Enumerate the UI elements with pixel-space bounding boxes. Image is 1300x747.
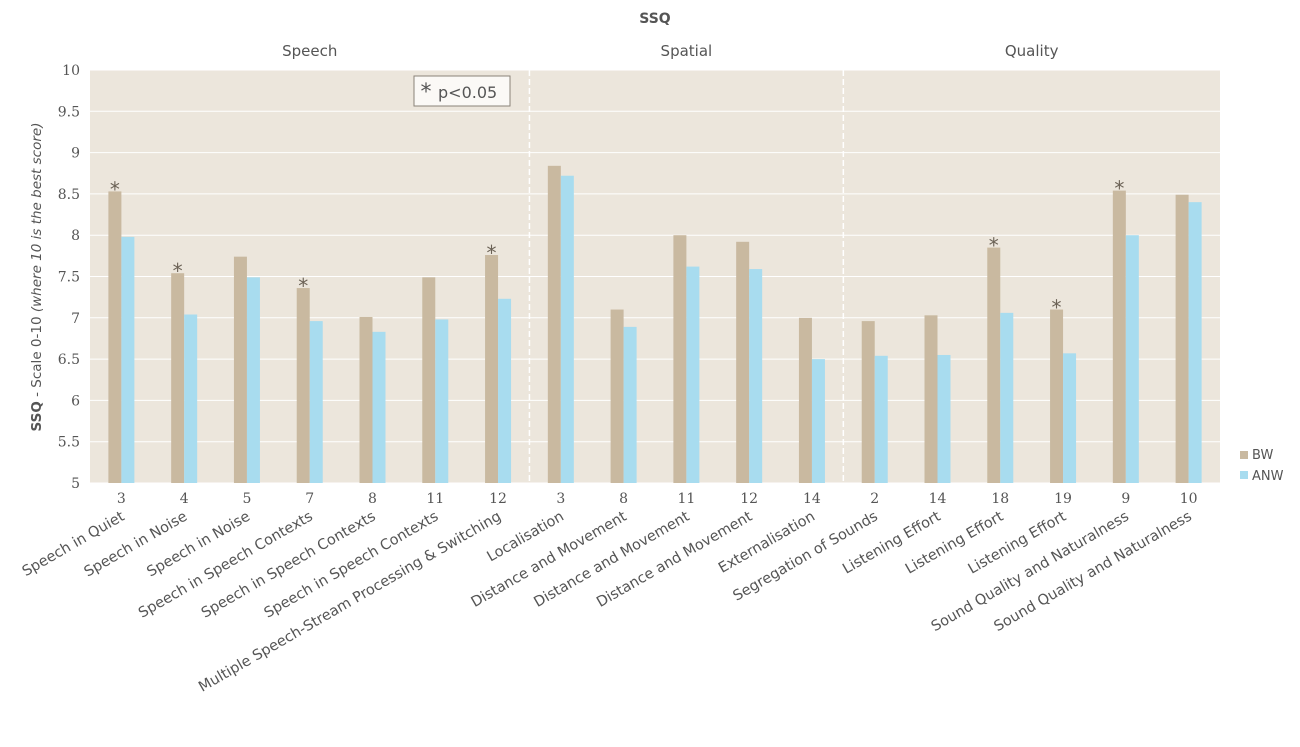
- x-tick-number: 7: [305, 491, 314, 507]
- bar-anw: [560, 175, 574, 483]
- legend-label-anw: ANW: [1252, 469, 1284, 484]
- y-tick-label: 6: [71, 393, 80, 409]
- bar-anw: [686, 266, 700, 483]
- group-label: Quality: [1005, 42, 1059, 60]
- significance-star: *: [110, 177, 120, 201]
- y-tick-label: 8: [71, 228, 80, 244]
- legend-label-bw: BW: [1252, 448, 1273, 463]
- bar-bw: [108, 191, 122, 483]
- x-tick-number: 3: [556, 491, 565, 507]
- bar-anw: [121, 236, 135, 483]
- bar-bw: [1112, 190, 1126, 483]
- y-tick-label: 7: [71, 311, 80, 327]
- x-tick-number: 12: [740, 491, 758, 507]
- x-tick-number: 18: [991, 491, 1009, 507]
- y-tick-label: 5.5: [58, 435, 80, 451]
- group-labels: Speech Spatial Quality: [282, 42, 1058, 60]
- x-tick-number: 11: [426, 491, 444, 507]
- legend-swatch-anw: [1240, 471, 1248, 479]
- significance-star: *: [1052, 296, 1062, 320]
- group-separators: [528, 70, 845, 483]
- y-axis-label: SSQ - Scale 0-10 (where 10 is the best s…: [29, 123, 45, 432]
- bar-bw: [296, 288, 310, 483]
- bar-bw: [798, 317, 812, 483]
- group-label: Spatial: [661, 42, 713, 60]
- bar-anw: [309, 321, 323, 483]
- bar-bw: [736, 241, 750, 483]
- y-tick-label: 5: [71, 476, 80, 492]
- y-tick-label: 9.5: [58, 104, 80, 120]
- x-tick-number: 8: [368, 491, 377, 507]
- x-tick-number: 4: [180, 491, 189, 507]
- bar-anw: [1188, 202, 1202, 483]
- x-tick-number: 14: [929, 491, 947, 507]
- bar-bw: [861, 321, 875, 483]
- x-tick-number: 14: [803, 491, 821, 507]
- bar-bw: [924, 315, 938, 483]
- bar-bw: [610, 309, 624, 483]
- significance-legend-box: * p<0.05: [413, 75, 511, 107]
- x-category-label: Speech in Noise: [82, 509, 191, 581]
- x-tick-number: 2: [870, 491, 879, 507]
- x-tick-number: 8: [619, 491, 628, 507]
- bar-bw: [547, 165, 561, 484]
- bar-bw: [359, 316, 373, 483]
- bar-anw: [811, 359, 825, 483]
- bar-bw: [233, 256, 247, 483]
- significance-star: *: [1114, 177, 1124, 201]
- bar-bw: [422, 277, 436, 483]
- significance-star: *: [989, 234, 999, 258]
- x-tick-number: 9: [1121, 491, 1130, 507]
- group-label: Speech: [282, 42, 337, 60]
- bar-anw: [184, 314, 198, 483]
- bar-anw: [372, 331, 386, 483]
- bar-bw: [1175, 194, 1189, 483]
- x-category-label: Speech in Noise: [144, 509, 253, 581]
- significance-stars: * * * * * * *: [110, 177, 1124, 320]
- significance-star: *: [487, 241, 497, 265]
- bar-anw: [874, 355, 888, 483]
- bar-anw: [749, 269, 763, 483]
- bar-anw: [1063, 353, 1077, 483]
- bars: [108, 165, 1202, 484]
- significance-legend-text: p<0.05: [438, 83, 497, 102]
- bar-anw: [1125, 235, 1139, 483]
- legend: BW ANW: [1240, 448, 1284, 484]
- significance-star: *: [173, 259, 183, 283]
- bar-bw: [485, 255, 499, 483]
- bar-anw: [498, 298, 512, 483]
- gridlines: [90, 69, 1220, 484]
- significance-star: *: [298, 274, 308, 298]
- y-tick-label: 6.5: [58, 352, 80, 368]
- y-tick-label: 10: [62, 63, 80, 79]
- y-tick-label: 8.5: [58, 187, 80, 203]
- x-tick-number: 11: [677, 491, 695, 507]
- bar-anw: [623, 326, 637, 483]
- y-tick-label: 7.5: [58, 270, 80, 286]
- y-tick-labels: 5 5.5 6 6.5 7 7.5 8 8.5 9 9.5 10: [58, 63, 80, 492]
- x-category-label: Speech in Quiet: [20, 508, 128, 580]
- bar-bw: [987, 247, 1001, 483]
- bar-bw: [673, 235, 687, 483]
- x-tick-number: 10: [1180, 491, 1198, 507]
- y-tick-label: 9: [71, 146, 80, 162]
- x-tick-number: 12: [489, 491, 507, 507]
- x-tick-number: 3: [117, 491, 126, 507]
- bar-anw: [1000, 312, 1014, 483]
- bar-bw: [171, 273, 185, 483]
- x-tick-number: 5: [242, 491, 251, 507]
- bar-anw: [246, 277, 260, 483]
- significance-legend-star: *: [421, 80, 432, 105]
- x-tick-numbers: 3 4 5 7 8 11 12 3 8 11 12 14 2 14 18 19 9 10: [117, 491, 1198, 507]
- bar-bw: [1050, 309, 1064, 483]
- chart-title: SSQ: [639, 11, 671, 27]
- x-tick-number: 19: [1054, 491, 1072, 507]
- legend-swatch-bw: [1240, 451, 1248, 459]
- bar-anw: [937, 354, 951, 483]
- bar-anw: [435, 319, 449, 483]
